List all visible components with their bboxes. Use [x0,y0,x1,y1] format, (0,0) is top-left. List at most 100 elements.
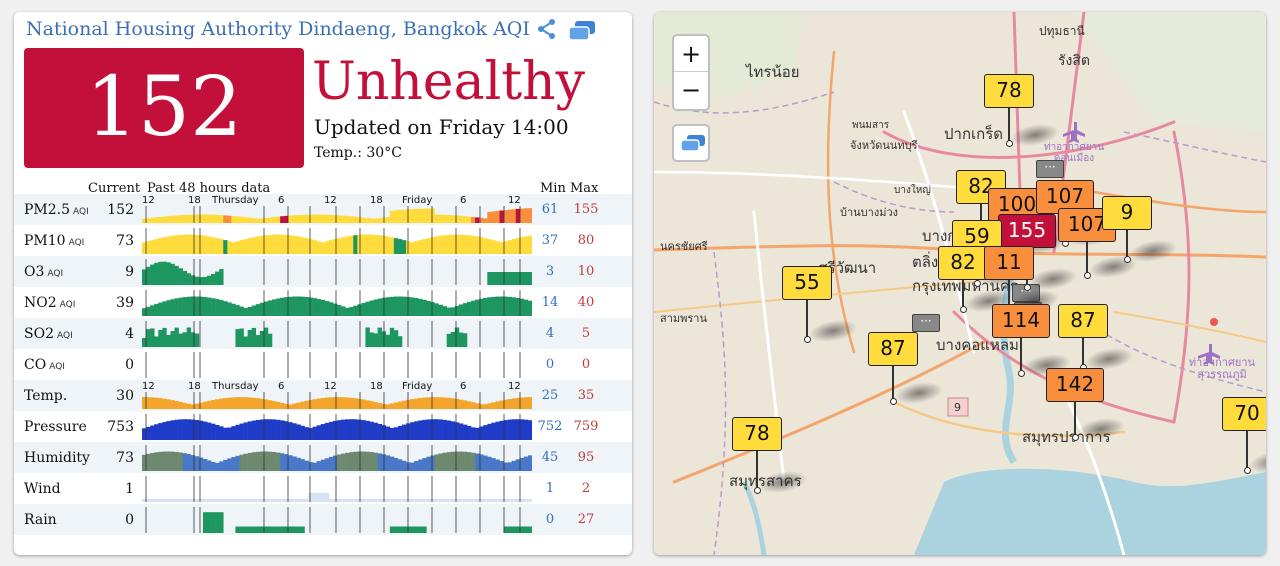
bar [389,498,395,502]
bar [142,397,147,409]
bar [353,216,358,223]
bar [194,420,200,440]
bar [158,498,163,502]
bar [519,208,525,223]
bar [284,403,289,409]
bar [446,498,452,502]
map-place-label: บางคอแหลม [936,336,1019,354]
marker-value[interactable]: 87 [1058,304,1108,338]
history-row-humidity[interactable]: Humidity 73 45 95 [14,442,632,473]
bar [312,240,317,254]
bar [296,215,301,223]
bar [267,419,273,440]
marker-value[interactable]: 87 [868,332,918,366]
bar [158,302,163,316]
max-value: 10 [577,264,595,279]
bar [239,423,244,440]
marker-value[interactable]: 55 [782,266,832,300]
bar [198,402,204,409]
max-value: 155 [573,202,599,217]
bar [292,296,297,316]
bar [450,451,456,471]
bar [247,306,252,316]
bar [178,333,183,347]
map-place-label: บ้านบางม่วง [840,206,899,219]
bar [491,458,496,471]
bar [507,240,512,254]
marker-value[interactable]: 9 [1102,196,1152,230]
history-row-pm25[interactable]: PM2.5 AQI 152 61 155 12 18 Thursday 6 12 18 Friday 6… [14,194,632,225]
bar [434,454,439,471]
bar [523,236,529,254]
marker-value[interactable]: 11 [984,246,1034,280]
bar [361,420,366,440]
history-row-wind[interactable]: Wind 1 1 2 [14,473,632,504]
bar [170,331,175,347]
marker-value[interactable]: 114 [992,304,1050,338]
bar [272,419,277,440]
marker-value[interactable]: 82 [938,246,988,280]
bar [337,454,342,471]
zoom-in-button[interactable]: + [674,36,708,72]
bar [227,241,232,254]
history-row-so2[interactable]: SO2 AQI 4 4 5 [14,318,632,349]
marker-dot [1017,370,1025,377]
cluster-marker[interactable]: ··· [912,314,940,332]
bar [190,275,196,285]
bar [491,272,496,285]
bar [158,216,163,223]
history-row-o3[interactable]: O3 AQI 9 3 10 [14,256,632,287]
unit-label: AQI [49,362,65,372]
bar [337,397,342,409]
marker-stem [1008,108,1010,144]
history-row-rain[interactable]: Rain 0 0 27 [14,504,632,535]
bar [316,398,322,409]
bar [267,300,273,316]
bar [515,419,521,440]
bar [430,419,435,440]
station-title[interactable]: National Housing Authority Dindaeng, Ban… [26,18,530,40]
bar [296,236,301,254]
bar [231,242,236,254]
bar [304,498,309,502]
marker-value[interactable]: 78 [984,74,1034,108]
share-icon[interactable] [536,18,558,40]
bar [259,235,265,254]
bar [454,215,460,223]
bar [308,239,313,254]
history-row-pm10[interactable]: PM10 AQI 73 37 80 [14,225,632,256]
bar [434,419,439,440]
bar [499,272,504,285]
bar [150,328,155,347]
widgets-icon[interactable] [567,20,597,42]
sparkbar-co [145,352,521,378]
history-row-no2[interactable]: NO2 AQI 39 14 40 [14,287,632,318]
bar [223,398,228,409]
marker-value[interactable]: 142 [1046,368,1104,402]
aqi-map[interactable]: ปทุมธานี ไทรน้อย รังสิต ปากเกร็ด พนมสาร จังหว… [654,12,1266,555]
history-row-temp[interactable]: Temp. 30 25 35 12 18 Thursday 6 12 18 Friday 6 12 [14,380,632,411]
map-place-label: สามพราน [660,312,707,325]
bar [211,214,216,223]
bar [450,307,456,316]
zoom-out-button[interactable]: − [680,76,702,104]
bar [280,297,285,316]
marker-value[interactable]: 78 [732,417,782,451]
history-row-pressure[interactable]: Pressure 753 752 759 [14,411,632,442]
history-row-co[interactable]: CO AQI 0 0 0 [14,349,632,380]
bar [438,419,443,440]
marker-value[interactable]: 70 [1222,397,1266,431]
bar [462,216,468,223]
bar [369,498,374,502]
bar [296,402,301,409]
bar [341,215,346,223]
bar [430,455,435,471]
bar [328,397,334,409]
bar [207,297,212,316]
marker-dot [1005,140,1013,147]
bar [385,334,391,347]
layers-button[interactable] [672,124,710,162]
marker-value[interactable]: 155 [998,214,1056,248]
cluster-marker[interactable]: ··· [1036,160,1064,178]
bar [462,303,468,316]
